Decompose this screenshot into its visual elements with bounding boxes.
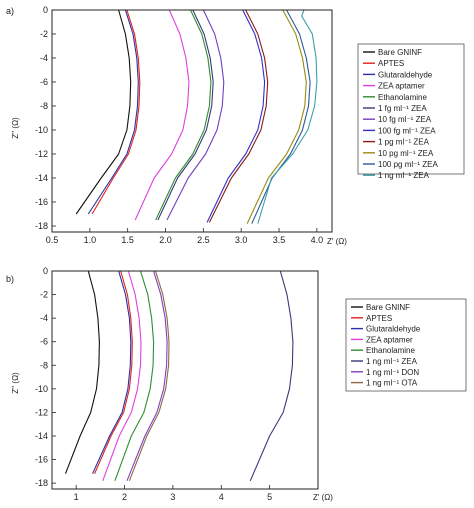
panel-a-series-100-fg-ml-zea — [206, 9, 266, 223]
panel-b-frame — [51, 270, 319, 490]
panel-b-series-1-ng-ml-don — [126, 270, 168, 482]
panel-a-y-tick-label-6: -12 — [35, 149, 48, 159]
panel-b-y-tick-label-8: -16 — [35, 455, 48, 465]
panel-a-xlabel: Z' (Ω) — [327, 237, 347, 246]
panel-a-series-aptes — [91, 9, 141, 215]
panel-b-legend-label-1-ng-ml-zea: 1 ng ml⁻¹ ZEA — [366, 357, 418, 366]
panel-b-y-tick-label-2: -4 — [40, 313, 48, 323]
panel-b-y-tick-label-3: -6 — [40, 337, 48, 347]
panel-b-y-tick-label-9: -18 — [35, 478, 48, 488]
panel-a-x-tick-label-1: 1.0 — [84, 235, 97, 245]
panel-b-series-glutaraldehyde — [92, 270, 132, 474]
panel-a-x-tick-label-2: 1.5 — [121, 235, 134, 245]
panel-a-series-ethanolamine — [155, 9, 212, 221]
panel-a-y-tick-label-3: -6 — [40, 77, 48, 87]
panel-a-x-tick-label-7: 4.0 — [311, 235, 324, 245]
panel-b-legend-label-bare-gninf: Bare GNINF — [366, 303, 410, 312]
panel-a-legend-label-bare-gninf: Bare GNINF — [378, 48, 422, 57]
panel-a-legend-label-100-fg-ml-zea: 100 fg ml⁻¹ ZEA — [378, 126, 436, 135]
panel-a-y-tick-label-1: -2 — [40, 29, 48, 39]
panel-b-series-aptes — [94, 270, 133, 474]
panel-b-legend-box — [345, 298, 467, 392]
panel-a-legend-label-10-pg-ml-zea: 10 pg ml⁻¹ ZEA — [378, 149, 434, 158]
panel-a-legend: Bare GNINF APTES Glutaraldehyde ZEA aptamer… — [357, 43, 465, 180]
panel-b-series-bare-gninf — [64, 270, 100, 474]
panel-a-series-bare-gninf — [75, 9, 132, 215]
panel-b-x-tick-label-0: 1 — [74, 492, 79, 502]
panel-a-x-tick-label-6: 3.5 — [273, 235, 286, 245]
panel-b-y-tick-label-1: -2 — [40, 290, 48, 300]
panel-b-xlabel: Z' (Ω) — [313, 493, 333, 502]
panel-b-y-tick-label-6: -12 — [35, 407, 48, 417]
panel-b-y-tick-label-0: 0 — [43, 266, 48, 276]
panel-a-ylabel: Z'' (Ω) — [11, 117, 20, 139]
panel-a-y-tick-label-4: -8 — [40, 101, 48, 111]
panel-b-series-1-ng-ml-ota — [128, 270, 170, 481]
panel-a-legend-label-100-pg-ml-zea: 100 pg ml⁻¹ ZEA — [378, 160, 438, 169]
panel-a-x-tick-label-5: 3.0 — [235, 235, 248, 245]
panel-a-frame — [51, 9, 333, 233]
panel-a-legend-label-1-pg-ml-zea: 1 pg ml⁻¹ ZEA — [378, 138, 430, 147]
panel-b-ylabel: Z'' (Ω) — [11, 372, 20, 394]
panel-a-legend-box — [357, 43, 465, 175]
panel-b-legend-label-glutaraldehyde: Glutaraldehyde — [366, 325, 421, 334]
panel-b-legend-label-ethanolamine: Ethanolamine — [366, 346, 415, 355]
panel-b-series-zea-aptamer — [102, 270, 142, 481]
panel-a-series-1-fg-ml-zea — [157, 9, 214, 221]
panel-b-y-ticks: 0 -2 -4 -6 -8 -10 -12 -14 -16 -18 — [35, 266, 56, 488]
panel-b-legend-label-zea-aptamer: ZEA aptamer — [366, 335, 413, 344]
panel-b-series-1-ng-ml-zea — [249, 270, 294, 482]
panel-a-x-ticks: 0.5 1.0 1.5 2.0 2.5 3.0 3.5 4.0 — [46, 228, 323, 245]
panel-a-series-1-ng-ml-zea — [257, 9, 318, 224]
panel-a-letter: a) — [6, 6, 14, 16]
panel-b-x-tick-label-3: 4 — [219, 492, 224, 502]
panel-a-legend-label-glutaraldehyde: Glutaraldehyde — [378, 70, 433, 79]
panel-b-legend-label-1-ng-ml-ota: 1 ng ml⁻¹ OTA — [366, 379, 418, 388]
panel-b-series-ethanolamine — [114, 270, 155, 481]
panel-a-legend-label-1-ng-ml-zea: 1 ng ml⁻¹ ZEA — [378, 171, 430, 180]
panel-a-y-tick-label-5: -10 — [35, 125, 48, 135]
panel-a-y-tick-label-9: -18 — [35, 221, 48, 231]
panel-a-x-tick-label-4: 2.5 — [197, 235, 210, 245]
panel-b: b) Z'' (Ω) 0 -2 -4 -6 -8 -10 -12 -14 -16 -18 1 2 3 4… — [6, 266, 467, 502]
panel-b-letter: b) — [6, 274, 14, 284]
panel-a-y-tick-label-0: 0 — [43, 5, 48, 15]
panel-a-y-tick-label-7: -14 — [35, 173, 48, 183]
panel-b-legend-label-1-ng-ml-don: 1 ng ml⁻¹ DON — [366, 368, 419, 377]
panel-a-legend-label-1-fg-ml-zea: 1 fg ml⁻¹ ZEA — [378, 104, 427, 113]
panel-b-x-ticks: 1 2 3 4 5 — [74, 485, 272, 502]
panel-b-y-tick-label-4: -8 — [40, 360, 48, 370]
panel-a-legend-label-zea-aptamer: ZEA aptamer — [378, 82, 425, 91]
panel-a-y-ticks: 0 -2 -4 -6 -8 -10 -12 -14 -16 -18 — [35, 5, 56, 231]
panel-b-legend-label-aptes: APTES — [366, 314, 392, 323]
panel-a: a) Z'' (Ω) 0 -2 -4 -6 -8 -10 -12 -14 -16 -18 0.5 1… — [6, 5, 465, 246]
panel-a-x-tick-label-0: 0.5 — [46, 235, 59, 245]
panel-a-series — [75, 9, 318, 224]
panel-b-x-tick-label-4: 5 — [267, 492, 272, 502]
panel-a-legend-label-10-fg-ml-zea: 10 fg ml⁻¹ ZEA — [378, 115, 432, 124]
panel-b-x-tick-label-2: 3 — [170, 492, 175, 502]
panel-a-y-tick-label-8: -16 — [35, 197, 48, 207]
panel-a-legend-label-aptes: APTES — [378, 59, 404, 68]
panel-b-series — [64, 270, 294, 482]
panel-a-series-zea-aptamer — [134, 9, 190, 221]
panel-a-series-10-fg-ml-zea — [166, 9, 225, 221]
panel-a-legend-label-ethanolamine: Ethanolamine — [378, 93, 427, 102]
panel-b-x-tick-label-1: 2 — [122, 492, 127, 502]
panel-b-y-tick-label-5: -10 — [35, 384, 48, 394]
panel-a-series-glutaraldehyde — [87, 9, 139, 215]
panel-b-y-tick-label-7: -14 — [35, 431, 48, 441]
panel-a-y-tick-label-2: -4 — [40, 53, 48, 63]
panel-a-series-1-pg-ml-zea — [208, 9, 269, 223]
panel-a-series-10-pg-ml-zea — [246, 9, 307, 224]
panel-a-x-tick-label-3: 2.0 — [159, 235, 172, 245]
